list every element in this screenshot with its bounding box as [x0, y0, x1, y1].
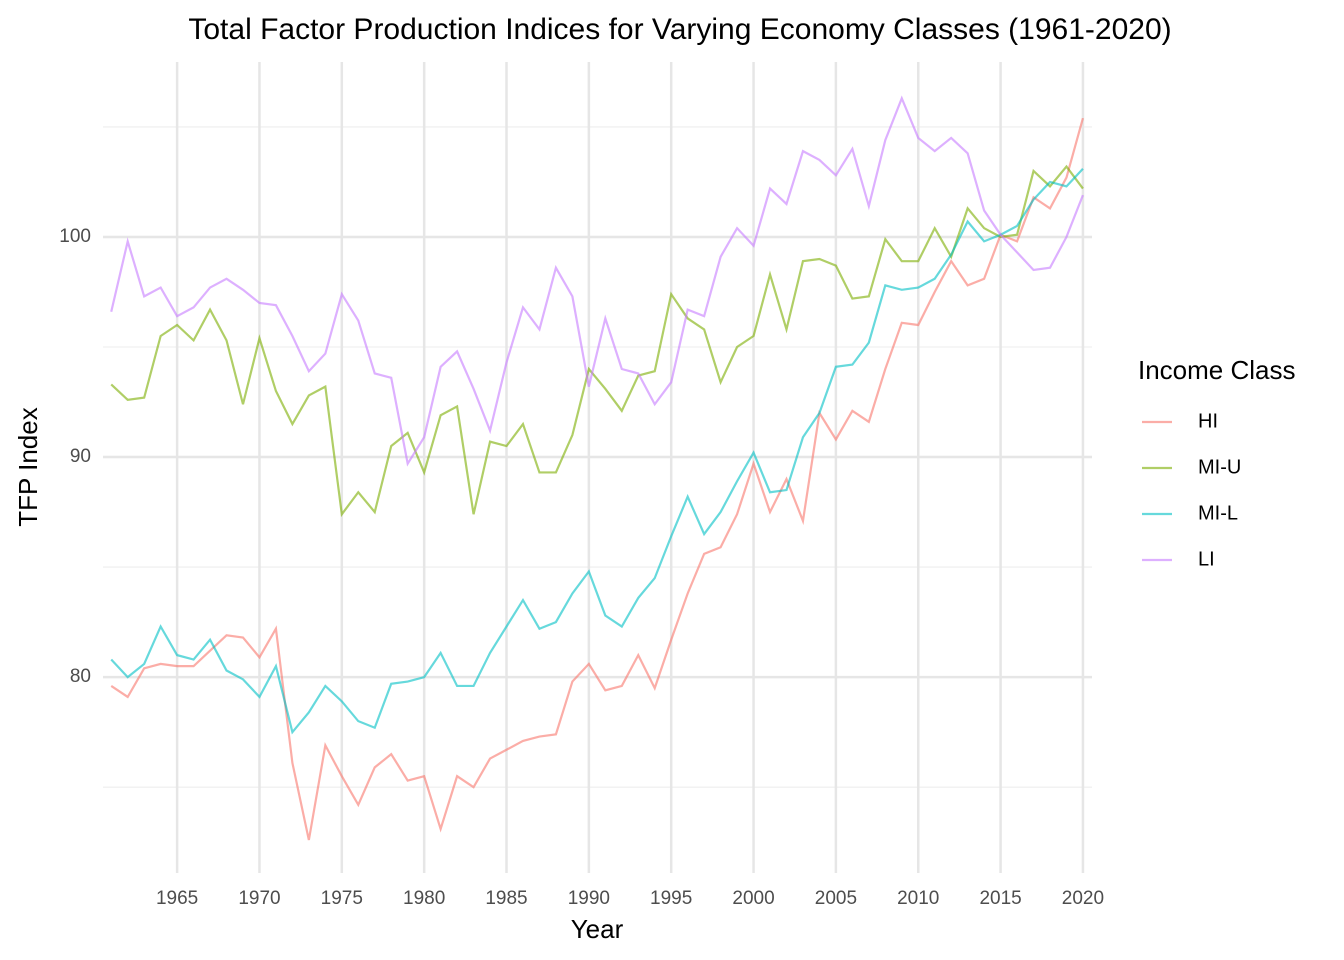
x-tick-label: 2015 — [979, 888, 1021, 909]
legend-label: LI — [1198, 548, 1215, 570]
series-line — [110, 117, 1085, 841]
y-tick-label: 80 — [70, 666, 91, 687]
legend-title: Income Class — [1138, 355, 1296, 385]
series-line — [110, 164, 1084, 518]
x-tick-label: 2010 — [897, 888, 939, 909]
chart-title: Total Factor Production Indices for Vary… — [188, 13, 1171, 46]
legend-label: HI — [1198, 410, 1218, 432]
x-tick-label: 2005 — [815, 888, 857, 909]
series-line — [110, 167, 1084, 735]
legend-label: MI-L — [1198, 502, 1238, 524]
x-tick-label: 1995 — [650, 888, 692, 909]
x-axis-label: Year — [571, 914, 624, 944]
y-tick-label: 100 — [59, 226, 91, 247]
y-axis-label: TFP Index — [13, 407, 43, 526]
series-line — [110, 95, 1084, 467]
legend-label: MI-U — [1198, 456, 1241, 478]
x-tick-label: 1985 — [485, 888, 527, 909]
x-tick-label: 1975 — [321, 888, 363, 909]
x-tick-label: 1970 — [238, 888, 280, 909]
x-tick-label: 2000 — [732, 888, 774, 909]
y-tick-label: 90 — [70, 446, 91, 467]
x-tick-label: 1965 — [156, 888, 198, 909]
x-tick-label: 1980 — [403, 888, 445, 909]
x-tick-label: 2020 — [1062, 888, 1104, 909]
x-tick-label: 1990 — [568, 888, 610, 909]
